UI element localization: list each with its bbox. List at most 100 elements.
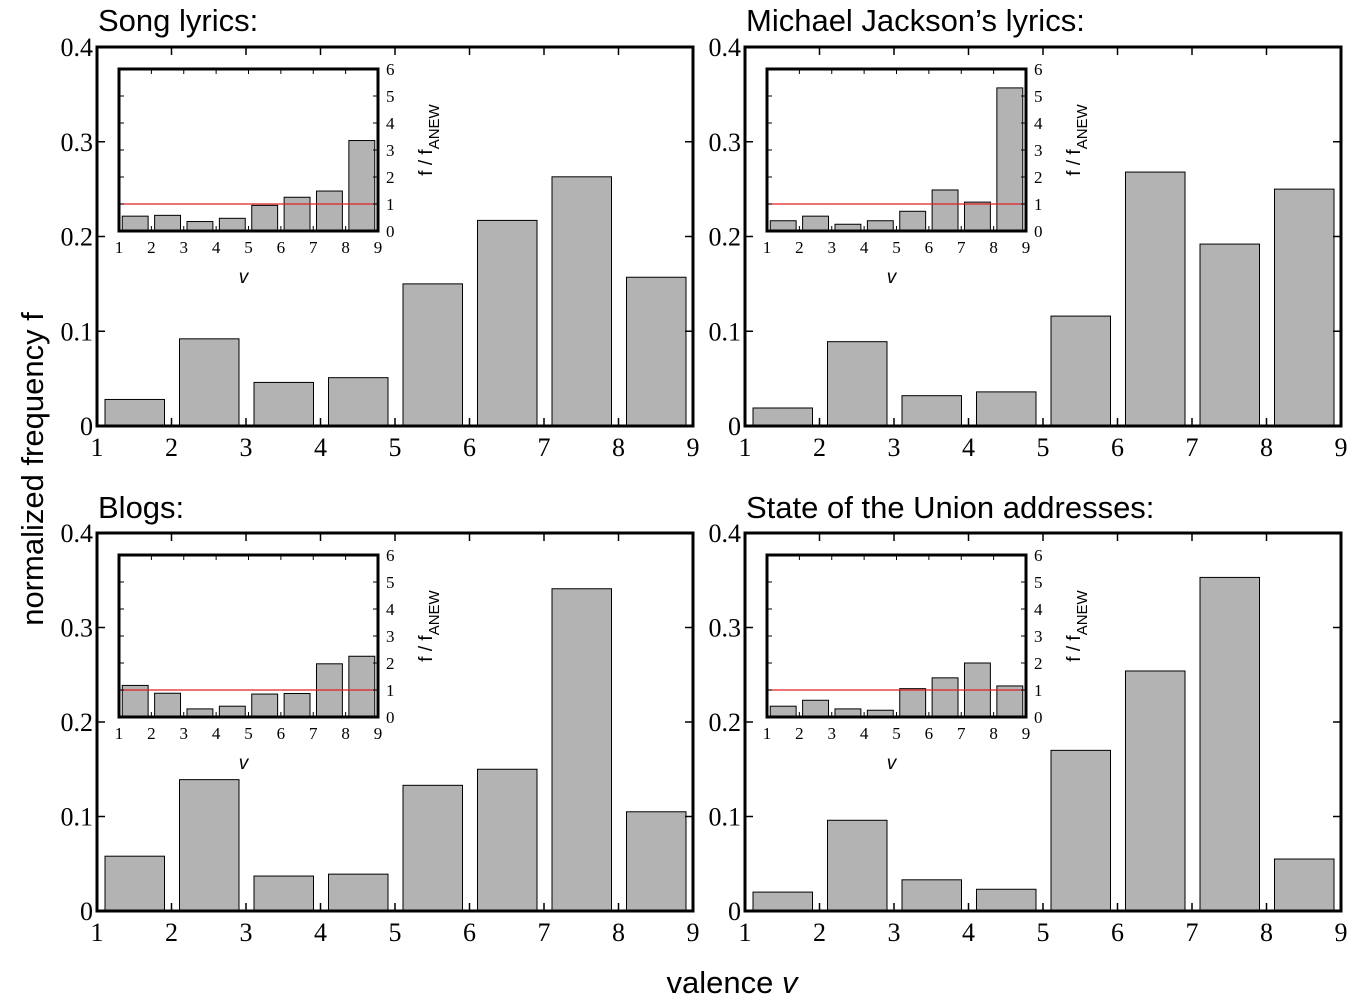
bar bbox=[179, 338, 240, 427]
inset-x-tick-label: 3 bbox=[180, 724, 189, 743]
y-tick-label: 0.1 bbox=[709, 803, 742, 832]
inset-bar bbox=[348, 140, 376, 232]
inset-chart: 1 2 3 4 5 6 7 8 90 1 2 3 4 5 6 v f / fANEW bbox=[115, 60, 443, 288]
y-tick-label: 0.4 bbox=[61, 33, 94, 62]
inset-ylabel: f / fANEW bbox=[1064, 103, 1091, 175]
inset-bar bbox=[899, 688, 927, 718]
inset-x-tick-label: 5 bbox=[244, 238, 253, 257]
x-tick-label: 8 bbox=[612, 918, 625, 947]
bar bbox=[626, 811, 687, 912]
panel-2: Michael Jackson’s lyrics:1 2 3 4 5 6 7 8 900.10.… bbox=[709, 3, 1348, 462]
inset-x-tick-label: 4 bbox=[212, 724, 221, 743]
inset-ylabel-main: f / f bbox=[416, 635, 437, 662]
x-tick-label: 5 bbox=[389, 433, 402, 462]
x-tick-label: 3 bbox=[240, 433, 253, 462]
y-tick-label: 0.4 bbox=[61, 519, 94, 548]
inset-y-tick-label: 0 bbox=[386, 222, 395, 241]
inset-bar bbox=[899, 210, 927, 232]
x-tick-label: 4 bbox=[962, 433, 975, 462]
inset-x-tick-label: 3 bbox=[828, 724, 837, 743]
inset-y-tick-label: 3 bbox=[1034, 141, 1043, 160]
inset-y-tick-label: 3 bbox=[386, 141, 395, 160]
inset-y-tick-label: 2 bbox=[1034, 168, 1043, 187]
inset-y-tick-label: 0 bbox=[1034, 708, 1043, 727]
inset-x-tick-label: 1 bbox=[115, 238, 124, 257]
inset-y-tick-label: 1 bbox=[386, 195, 395, 214]
inset-x-tick-label: 6 bbox=[925, 724, 934, 743]
inset-bar bbox=[348, 655, 376, 718]
y-tick-label: 0.2 bbox=[61, 223, 94, 252]
panels-group: Song lyrics:1 2 3 4 5 6 7 8 900.10.20.30.41 2 3 4 5 6… bbox=[61, 3, 1348, 947]
inset-bar bbox=[218, 705, 246, 718]
figure-ylabel: normalized frequency f bbox=[15, 312, 50, 626]
bar bbox=[402, 784, 463, 912]
inset-x-tick-label: 9 bbox=[374, 238, 383, 257]
inset-bar bbox=[154, 692, 182, 718]
bar bbox=[253, 875, 314, 912]
x-tick-label: 3 bbox=[888, 433, 901, 462]
y-tick-label: 0.3 bbox=[709, 128, 742, 157]
inset-bar bbox=[769, 220, 797, 232]
inset-ylabel-sub: ANEW bbox=[1074, 589, 1091, 635]
inset-y-tick-label: 0 bbox=[1034, 222, 1043, 241]
bar bbox=[1199, 243, 1260, 427]
inset-y-tick-label: 4 bbox=[1034, 600, 1043, 619]
y-tick-label: 0.3 bbox=[61, 614, 94, 643]
y-tick-label: 0.1 bbox=[61, 317, 94, 346]
bar bbox=[402, 283, 463, 427]
inset-x-tick-label: 1 bbox=[763, 238, 772, 257]
inset-bar bbox=[315, 190, 343, 232]
x-tick-label: 2 bbox=[813, 918, 826, 947]
bar bbox=[976, 391, 1037, 427]
bar bbox=[1050, 749, 1111, 912]
inset-bar bbox=[218, 217, 246, 232]
inset-bar bbox=[769, 705, 797, 718]
inset-y-tick-label: 0 bbox=[386, 708, 395, 727]
inset-x-tick-label: 9 bbox=[374, 724, 383, 743]
y-tick-label: 0 bbox=[80, 412, 93, 441]
inset-bar bbox=[154, 214, 182, 232]
inset-xlabel: v bbox=[239, 753, 250, 774]
inset-x-tick-label: 3 bbox=[180, 238, 189, 257]
inset-x-tick-label: 1 bbox=[763, 724, 772, 743]
x-tick-label: 2 bbox=[165, 433, 178, 462]
inset-x-tick-label: 4 bbox=[860, 238, 869, 257]
inset-x-tick-label: 8 bbox=[989, 724, 998, 743]
inset-x-tick-label: 8 bbox=[341, 238, 350, 257]
x-tick-label: 2 bbox=[165, 918, 178, 947]
inset-ylabel-main: f / f bbox=[1064, 149, 1085, 176]
inset-y-tick-label: 2 bbox=[386, 168, 395, 187]
inset-x-tick-label: 6 bbox=[277, 724, 286, 743]
inset-bar bbox=[283, 196, 311, 232]
x-tick-label: 1 bbox=[739, 433, 752, 462]
inset-y-tick-label: 6 bbox=[1034, 546, 1043, 565]
bar bbox=[104, 855, 165, 912]
inset-bar bbox=[996, 87, 1024, 232]
inset-x-tick-label: 6 bbox=[925, 238, 934, 257]
inset-y-tick-label: 5 bbox=[386, 573, 395, 592]
bar bbox=[477, 768, 538, 912]
x-tick-label: 6 bbox=[1111, 433, 1124, 462]
bar bbox=[1199, 576, 1260, 912]
inset-xlabel: v bbox=[887, 267, 898, 288]
bar bbox=[752, 891, 813, 912]
inset-x-tick-label: 7 bbox=[957, 724, 966, 743]
x-tick-label: 8 bbox=[1260, 433, 1273, 462]
inset-y-tick-label: 1 bbox=[386, 681, 395, 700]
bar bbox=[1274, 858, 1335, 912]
x-tick-label: 7 bbox=[538, 918, 551, 947]
inset-x-tick-label: 5 bbox=[892, 238, 901, 257]
bar bbox=[827, 341, 888, 427]
y-tick-label: 0.2 bbox=[61, 708, 94, 737]
inset-x-tick-label: 2 bbox=[795, 724, 804, 743]
inset-y-tick-label: 5 bbox=[1034, 87, 1043, 106]
x-tick-label: 7 bbox=[1186, 918, 1199, 947]
inset-ylabel: f / fANEW bbox=[416, 103, 443, 175]
inset-ylabel: f / fANEW bbox=[416, 589, 443, 661]
bar bbox=[551, 176, 612, 427]
inset-y-tick-label: 2 bbox=[1034, 654, 1043, 673]
y-tick-label: 0 bbox=[728, 897, 741, 926]
inset-x-tick-label: 9 bbox=[1022, 724, 1031, 743]
bar bbox=[328, 873, 389, 912]
inset-x-tick-label: 3 bbox=[828, 238, 837, 257]
